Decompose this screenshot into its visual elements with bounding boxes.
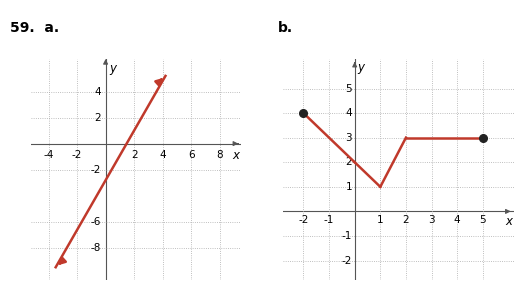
Text: 3: 3 [428,215,435,225]
Text: 2: 2 [345,157,352,167]
Text: 59.  a.: 59. a. [10,21,60,35]
Text: 2: 2 [402,215,409,225]
Text: -1: -1 [324,215,334,225]
Text: x: x [233,149,239,162]
Text: 3: 3 [345,133,352,143]
Text: y: y [109,62,116,75]
Text: -8: -8 [91,243,101,253]
Text: x: x [505,215,512,228]
Text: 4: 4 [454,215,461,225]
Text: 1: 1 [377,215,384,225]
Text: -2: -2 [298,215,309,225]
Text: -1: -1 [342,231,352,241]
Text: 5: 5 [345,83,352,94]
Text: b.: b. [278,21,293,35]
Text: 5: 5 [479,215,486,225]
Text: 2: 2 [95,113,101,122]
Text: y: y [357,61,364,74]
Text: 4: 4 [345,108,352,118]
Text: -2: -2 [91,165,101,175]
Text: -6: -6 [91,217,101,227]
Text: -4: -4 [43,150,54,160]
Text: -2: -2 [72,150,82,160]
Text: 4: 4 [159,150,166,160]
Text: 2: 2 [131,150,137,160]
Text: 4: 4 [95,86,101,96]
Text: 8: 8 [216,150,223,160]
Text: 6: 6 [188,150,194,160]
Text: 1: 1 [345,182,352,192]
Text: -2: -2 [342,255,352,266]
